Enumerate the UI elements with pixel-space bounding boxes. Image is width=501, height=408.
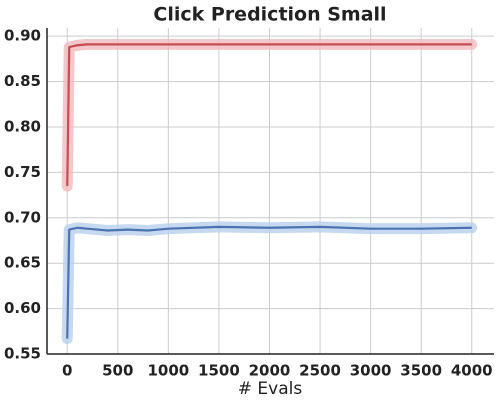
x-tick-label: 4000 [451, 362, 493, 380]
y-tick-label: 0.90 [4, 27, 41, 45]
x-tick-label: 2000 [249, 362, 291, 380]
x-tick-label: 3500 [400, 362, 442, 380]
y-tick-label: 0.70 [4, 208, 41, 226]
x-tick-label: 0 [62, 362, 72, 380]
y-tick-label: 0.55 [4, 345, 41, 363]
y-tick-label: 0.75 [4, 163, 41, 181]
x-tick-label: 500 [102, 362, 133, 380]
chart-title: Click Prediction Small [153, 4, 386, 26]
x-tick-label: 2500 [299, 362, 341, 380]
series-line [66, 43, 472, 187]
y-tick-label: 0.80 [4, 117, 41, 135]
series-line [66, 225, 472, 339]
x-tick-label: 1500 [198, 362, 240, 380]
x-tick-label: 3000 [350, 362, 392, 380]
x-axis-label: # Evals [238, 379, 303, 399]
x-tick-label: 1000 [147, 362, 189, 380]
y-tick-label: 0.65 [4, 254, 41, 272]
y-tick-label: 0.60 [4, 299, 41, 317]
y-tick-label: 0.85 [4, 72, 41, 90]
